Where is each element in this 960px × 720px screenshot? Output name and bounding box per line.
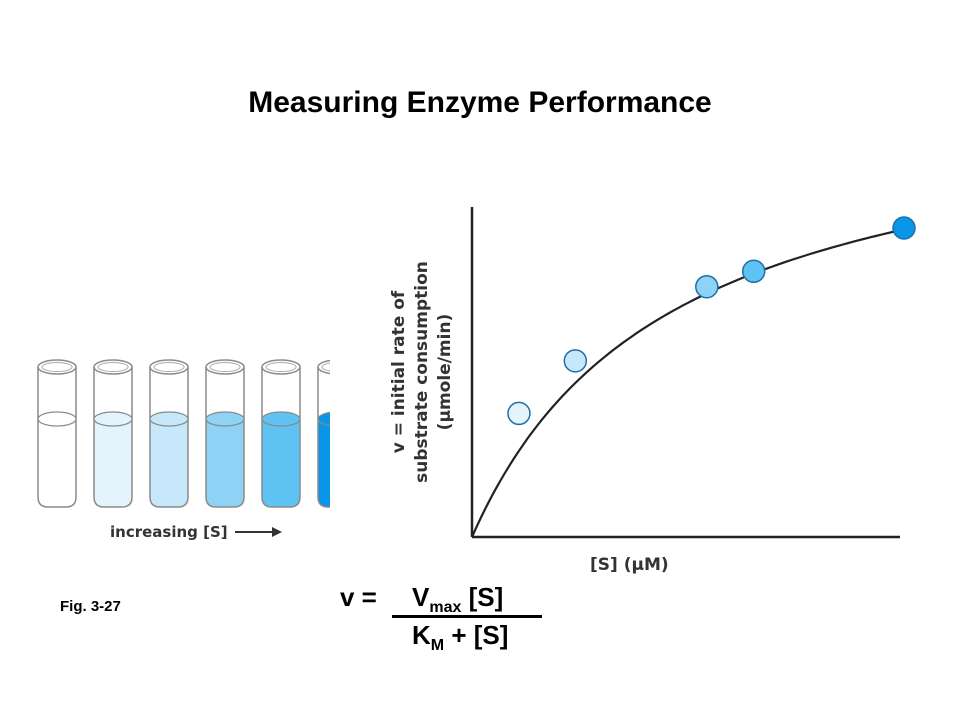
- data-point: [507, 401, 531, 426]
- tube-wall: [93, 367, 133, 508]
- numerator-substrate: [S]: [468, 582, 504, 612]
- y-axis-label: v = initial rate of substrate consumptio…: [389, 261, 455, 483]
- equation-numerator: Vmax [S]: [412, 582, 503, 617]
- denominator-rest: + [S]: [451, 620, 509, 650]
- equation-lhs: v =: [340, 582, 377, 612]
- tube-rim-inner: [97, 362, 129, 372]
- tube-rim-inner: [209, 362, 241, 372]
- tube-wall: [317, 367, 330, 508]
- vmax-subscript: max: [429, 599, 462, 617]
- equation-denominator: KM + [S]: [412, 620, 508, 655]
- tube-rim-inner: [153, 362, 185, 372]
- michaelis-menten-curve: [470, 227, 909, 538]
- km-symbol: K: [412, 620, 431, 650]
- tube-wall: [149, 367, 189, 508]
- fraction-bar: [392, 615, 542, 618]
- test-tube: [261, 359, 301, 508]
- rate-graph: v = initial rate of substrate consumptio…: [389, 207, 916, 575]
- vmax-symbol: V: [412, 582, 430, 612]
- test-tube: [205, 359, 245, 508]
- tube-rim: [317, 359, 330, 375]
- y-axis-label-line3: (µmole/min): [435, 314, 455, 431]
- right-arrow-icon: [235, 527, 282, 537]
- test-tube: [37, 359, 77, 508]
- x-axis-label: [S] (µM): [590, 555, 669, 575]
- test-tube: [93, 359, 133, 508]
- tube-rim-inner: [265, 362, 297, 372]
- km-subscript: M: [430, 637, 445, 655]
- liquid-surface: [317, 411, 330, 427]
- test-tube: [149, 359, 189, 508]
- data-point: [892, 216, 916, 240]
- test-tube: [317, 359, 330, 508]
- tube-liquid: [150, 419, 188, 507]
- tube-wall: [205, 367, 245, 508]
- data-point: [741, 259, 766, 284]
- liquid-surface: [93, 411, 133, 427]
- slide-title: Measuring Enzyme Performance: [248, 86, 712, 119]
- tube-liquid: [38, 419, 76, 507]
- y-axis-label-line1: v = initial rate of: [389, 290, 409, 453]
- test-tubes-illustration: increasing [S]: [37, 359, 330, 541]
- liquid-surface: [261, 411, 301, 427]
- data-point: [695, 274, 719, 299]
- tube-wall: [261, 367, 301, 508]
- tube-rim-inner: [321, 362, 330, 372]
- tube-liquid: [262, 419, 300, 507]
- liquid-surface: [205, 411, 245, 427]
- y-axis-label-line2: substrate consumption: [412, 261, 432, 483]
- figure-label: Fig. 3-27: [60, 598, 121, 615]
- tube-wall: [37, 367, 77, 508]
- tube-liquid: [94, 419, 132, 507]
- tube-liquid: [318, 419, 330, 507]
- tube-liquid: [206, 419, 244, 507]
- tubes-caption: increasing [S]: [110, 523, 228, 541]
- liquid-surface: [149, 411, 189, 427]
- liquid-surface: [37, 411, 77, 427]
- data-point: [563, 349, 588, 373]
- tube-rim-inner: [41, 362, 73, 372]
